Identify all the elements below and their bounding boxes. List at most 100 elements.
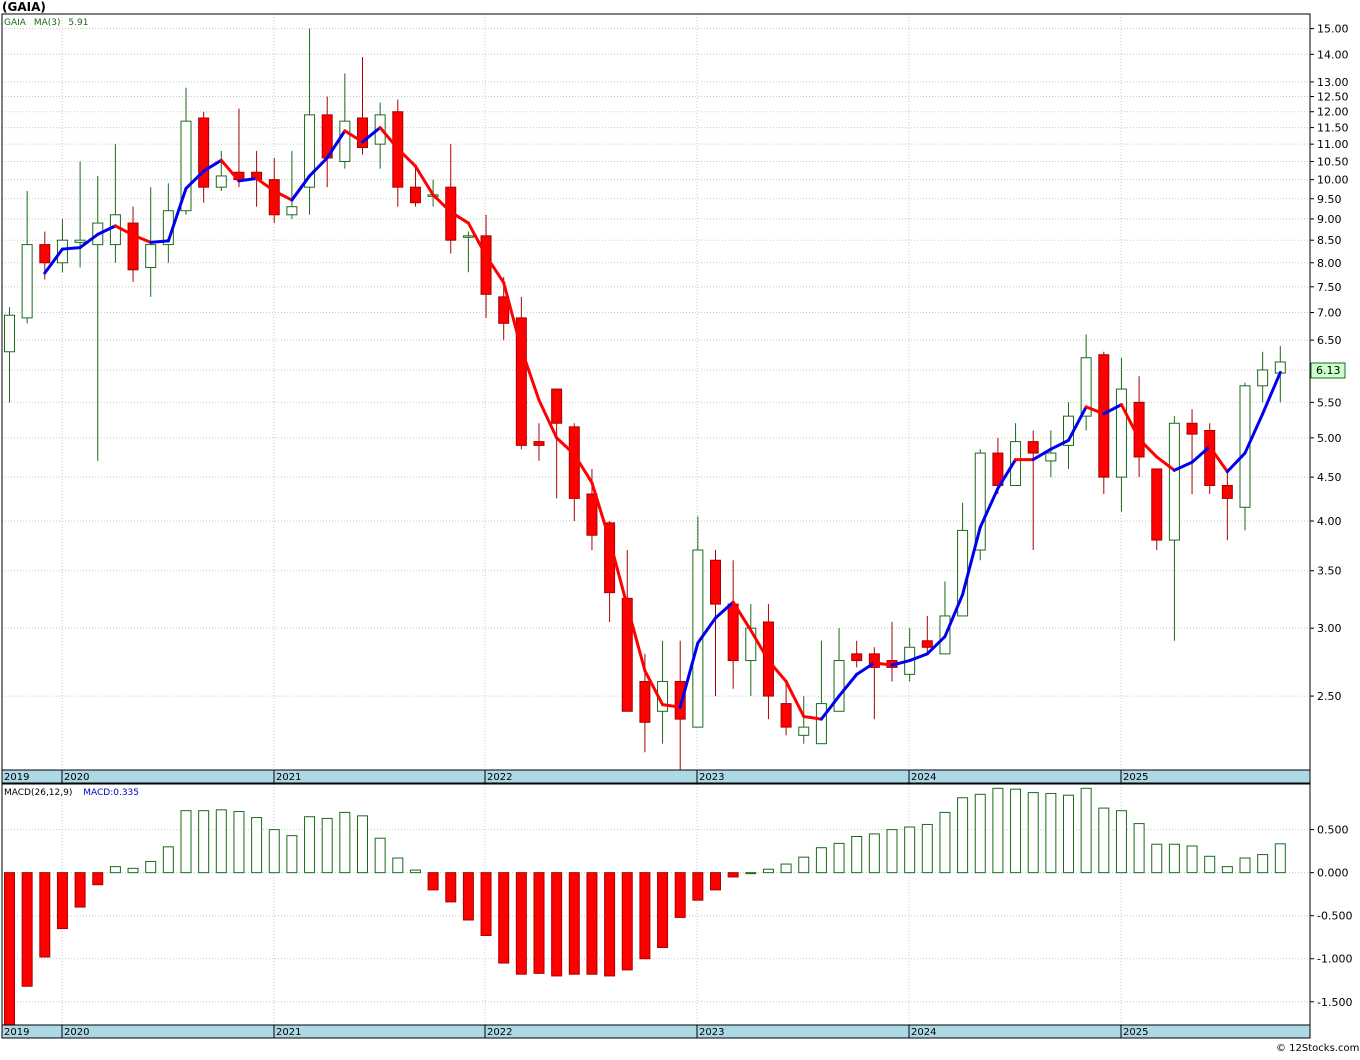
- candle-up: [109, 214, 121, 246]
- price-tick-label: 8.00: [1317, 257, 1342, 270]
- year-label: 2019: [4, 1027, 29, 1038]
- last-price-label: 6.13: [1316, 364, 1341, 377]
- price-tick-label: 10.50: [1317, 155, 1349, 168]
- macd-bar-negative: [515, 872, 527, 975]
- macd-bar-negative: [551, 872, 563, 977]
- macd-tick-label: -1.500: [1317, 996, 1352, 1009]
- candle-up: [833, 660, 845, 712]
- year-label: 2022: [487, 1027, 512, 1038]
- macd-bar-positive: [357, 815, 368, 874]
- candle-down: [533, 441, 545, 446]
- candle-down: [1221, 484, 1233, 499]
- ma-segment: [837, 672, 859, 698]
- ma-segment: [908, 652, 929, 663]
- ma-segment: [572, 452, 594, 485]
- year-label: 2020: [64, 1027, 89, 1038]
- price-tick-label: 15.00: [1317, 23, 1349, 36]
- macd-bar-negative: [692, 872, 704, 901]
- ma-segment: [484, 254, 506, 285]
- candle-down: [1098, 354, 1110, 478]
- candle-up: [1239, 385, 1251, 508]
- candle-up: [180, 120, 192, 212]
- ma-segment: [308, 156, 329, 178]
- macd-bar-positive: [886, 829, 898, 874]
- ma-segment: [661, 703, 682, 709]
- macd-bar-positive: [1257, 854, 1269, 874]
- candle-down: [639, 680, 651, 723]
- ma-segment: [202, 158, 223, 173]
- macd-bar-positive: [1151, 843, 1163, 874]
- ma-segment: [60, 246, 82, 251]
- macd-bar-positive: [145, 860, 157, 874]
- chart-title: (GAIA): [2, 0, 46, 14]
- macd-bar-positive: [1063, 794, 1074, 874]
- ma-segment: [537, 398, 559, 440]
- ma-segment: [1261, 370, 1282, 416]
- candle-up: [815, 703, 827, 745]
- price-tick-label: 9.00: [1317, 213, 1342, 226]
- ma-segment: [608, 538, 629, 608]
- legend-symbol: GAIA: [4, 18, 27, 28]
- legend-ma-value: 5.91: [68, 18, 88, 28]
- ma-segment: [625, 604, 647, 673]
- price-tick-label: 10.00: [1317, 174, 1349, 187]
- macd-year-band: [1, 1024, 1311, 1039]
- macd-bar-positive: [286, 835, 298, 874]
- ma-segment: [325, 129, 347, 160]
- macd-bar-positive: [180, 810, 192, 874]
- candle-up: [1257, 369, 1269, 387]
- macd-bar-positive: [268, 829, 280, 874]
- ma-segment: [184, 169, 206, 190]
- macd-bar-negative: [657, 872, 669, 949]
- price-tick-label: 14.00: [1317, 48, 1349, 61]
- macd-bar-positive: [1221, 866, 1233, 874]
- ma-segment: [431, 193, 453, 214]
- macd-legend-label: MACD(26,12,9): [4, 788, 72, 798]
- candle-up: [462, 235, 474, 238]
- macd-bar-negative: [427, 872, 439, 891]
- legend-ma-label: MA(3): [34, 18, 61, 28]
- price-candles: [4, 28, 1286, 770]
- last-price-tag: [1310, 362, 1346, 379]
- ma-segment: [378, 126, 400, 151]
- macd-bar-negative: [480, 872, 492, 936]
- price-tick-label: 5.00: [1317, 432, 1342, 445]
- macd-bar-negative: [568, 872, 580, 975]
- macd-bar-negative: [56, 872, 68, 930]
- candle-up: [692, 549, 704, 728]
- ma-segment: [449, 210, 470, 225]
- candle-down: [868, 653, 880, 668]
- ma-segment: [678, 641, 700, 709]
- ma-segment: [1137, 437, 1159, 459]
- candle-up: [339, 120, 351, 162]
- ma-segment: [1102, 403, 1123, 416]
- price-tick-label: 13.00: [1317, 76, 1349, 89]
- macd-bar-negative: [621, 872, 633, 971]
- ma-segment: [1208, 445, 1229, 474]
- macd-bar-negative: [4, 872, 15, 1029]
- macd-bar-positive: [127, 867, 139, 874]
- price-tick-label: 7.00: [1317, 307, 1342, 320]
- candle-down: [1027, 441, 1039, 454]
- candle-down: [780, 703, 792, 728]
- ma-segment: [943, 593, 965, 639]
- year-label: 2024: [911, 1027, 936, 1038]
- macd-bar-positive: [1239, 857, 1251, 874]
- macd-bar-positive: [1115, 810, 1127, 874]
- price-tick-label: 2.50: [1317, 690, 1342, 703]
- grid-lines: [2, 14, 1310, 1025]
- macd-bar-positive: [1098, 807, 1110, 874]
- year-label: 2021: [276, 772, 301, 783]
- price-tick-label: 5.50: [1317, 396, 1342, 409]
- price-tick-label: 6.50: [1317, 334, 1342, 347]
- ma-segment: [43, 247, 64, 275]
- ma-segment: [1225, 451, 1247, 474]
- ma-segment: [696, 616, 717, 645]
- candle-up: [74, 239, 86, 243]
- macd-bar-negative: [445, 872, 457, 903]
- ma-segment: [802, 714, 823, 721]
- candle-down: [357, 117, 368, 149]
- ma-segment: [961, 525, 982, 597]
- macd-bar-negative: [74, 872, 86, 908]
